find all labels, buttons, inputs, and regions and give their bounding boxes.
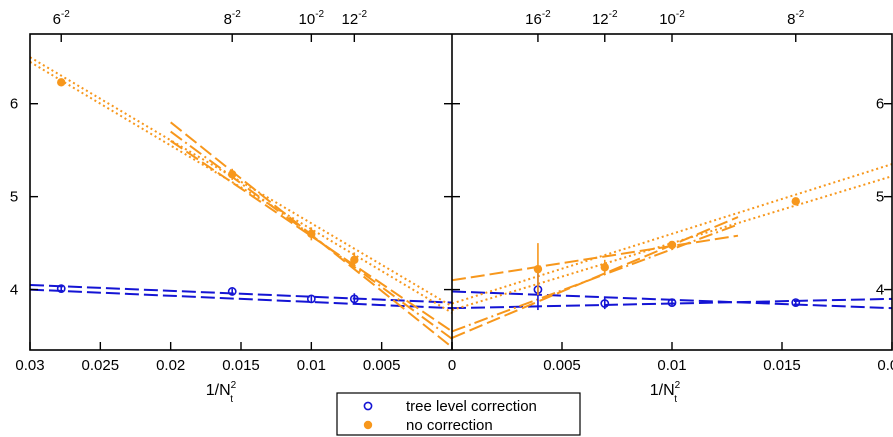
legend-label-nocorr: no correction bbox=[406, 417, 493, 434]
x-axis-title-left-sup: 2 bbox=[231, 380, 237, 391]
right-top-tick-base-3: 8 bbox=[787, 11, 795, 28]
left-x-tick-label-2: 0.02 bbox=[156, 357, 185, 374]
x-axis-title-right: 1/N2 t bbox=[650, 380, 681, 405]
right-top-tick-label-1: 12-2 bbox=[592, 9, 618, 28]
x-axis-title-left-main: 1/N bbox=[206, 382, 231, 399]
left-top-tick-label-3: 12-2 bbox=[342, 9, 368, 28]
right-fit-line-3 bbox=[451, 175, 893, 311]
left-top-tick-label-0: 6-2 bbox=[53, 9, 71, 28]
left-x-tick-label-1: 0.025 bbox=[82, 357, 120, 374]
right-point-tree-3 bbox=[791, 298, 801, 307]
right-point-tree-2 bbox=[667, 298, 677, 307]
right-top-tick-label-3: 8-2 bbox=[787, 9, 805, 28]
right-top-tick-exp-0: -2 bbox=[542, 9, 551, 20]
right-x-tick-label-1: 0.005 bbox=[543, 357, 581, 374]
left-top-tick-base-1: 8 bbox=[224, 11, 232, 28]
right-y-tick-label-2: 6 bbox=[876, 96, 884, 113]
right-top-tick-label-2: 10-2 bbox=[659, 9, 685, 28]
fit-lines bbox=[29, 56, 893, 348]
right-y-tick-label-0: 4 bbox=[876, 282, 884, 299]
x-axis-title-right-main: 1/N bbox=[650, 382, 675, 399]
left-x-tick-label-3: 0.015 bbox=[222, 357, 260, 374]
left-point-tree-2 bbox=[306, 294, 316, 304]
right-point-nocorr-3 bbox=[791, 197, 800, 206]
left-point-nocorr-1 bbox=[228, 170, 237, 179]
left-point-tree-0 bbox=[56, 284, 66, 294]
legend-box bbox=[336, 392, 581, 436]
legend-label-tree: tree level correction bbox=[406, 398, 537, 415]
left-top-tick-label-2: 10-2 bbox=[299, 9, 325, 28]
legend-marker-nocorr bbox=[363, 420, 373, 430]
x-axis-title-left-sub: t bbox=[230, 394, 233, 405]
left-top-tick-base-3: 12 bbox=[342, 11, 359, 28]
left-x-tick-label-0: 0.03 bbox=[15, 357, 44, 374]
right-x-tick-label-4: 0.02 bbox=[877, 357, 893, 374]
legend: tree level correction no correction bbox=[336, 392, 581, 436]
x-axis-title-left: 1/N2 t bbox=[206, 380, 237, 405]
right-point-nocorr-2 bbox=[667, 240, 677, 250]
right-x-tick-label-2: 0.01 bbox=[657, 357, 686, 374]
right-top-tick-base-0: 16 bbox=[525, 11, 542, 28]
data-points bbox=[56, 78, 801, 311]
left-point-nocorr-2 bbox=[307, 229, 316, 239]
left-fit-line-1 bbox=[29, 288, 453, 310]
right-top-tick-base-2: 10 bbox=[659, 11, 676, 28]
left-point-nocorr-0 bbox=[57, 78, 66, 87]
right-fit-line-6 bbox=[451, 223, 739, 333]
left-fit-line-0 bbox=[29, 283, 453, 304]
legend-marker-tree bbox=[363, 401, 373, 411]
left-top-tick-exp-2: -2 bbox=[315, 9, 324, 20]
right-point-tree-1 bbox=[600, 299, 610, 308]
plot-frame bbox=[29, 33, 893, 351]
right-fit-line-4 bbox=[451, 234, 739, 282]
left-y-tick-label-2: 6 bbox=[10, 96, 18, 113]
left-x-tick-label-4: 0.01 bbox=[297, 357, 326, 374]
right-top-tick-exp-2: -2 bbox=[676, 9, 685, 20]
right-y-tick-label-1: 5 bbox=[876, 189, 884, 206]
right-top-tick-exp-3: -2 bbox=[795, 9, 804, 20]
axes bbox=[29, 33, 893, 351]
left-top-tick-base-2: 10 bbox=[299, 11, 316, 28]
left-top-tick-label-1: 8-2 bbox=[224, 9, 242, 28]
left-top-tick-exp-1: -2 bbox=[232, 9, 241, 20]
left-x-tick-label-5: 0.005 bbox=[363, 357, 401, 374]
left-point-tree-1 bbox=[227, 287, 237, 296]
left-y-tick-label-0: 4 bbox=[10, 282, 18, 299]
right-top-tick-label-0: 16-2 bbox=[525, 9, 551, 28]
left-top-tick-exp-0: -2 bbox=[61, 9, 70, 20]
right-x-tick-label-3: 0.015 bbox=[763, 357, 801, 374]
left-fit-line-2 bbox=[29, 56, 453, 308]
left-point-nocorr-3 bbox=[350, 255, 359, 265]
tick-marks bbox=[29, 34, 893, 350]
left-point-tree-3 bbox=[349, 294, 359, 304]
right-top-tick-base-1: 12 bbox=[592, 11, 609, 28]
left-y-tick-label-1: 5 bbox=[10, 189, 18, 206]
left-top-tick-base-0: 6 bbox=[53, 11, 61, 28]
right-top-tick-exp-1: -2 bbox=[609, 9, 618, 20]
x-axis-title-right-sub: t bbox=[674, 394, 677, 405]
right-x-tick-label-0: 0 bbox=[448, 357, 456, 374]
x-axis-title-right-sup: 2 bbox=[675, 380, 681, 391]
right-point-nocorr-0 bbox=[533, 264, 543, 274]
right-point-nocorr-1 bbox=[600, 263, 609, 272]
right-fit-line-2 bbox=[451, 163, 893, 305]
left-top-tick-exp-3: -2 bbox=[358, 9, 367, 20]
